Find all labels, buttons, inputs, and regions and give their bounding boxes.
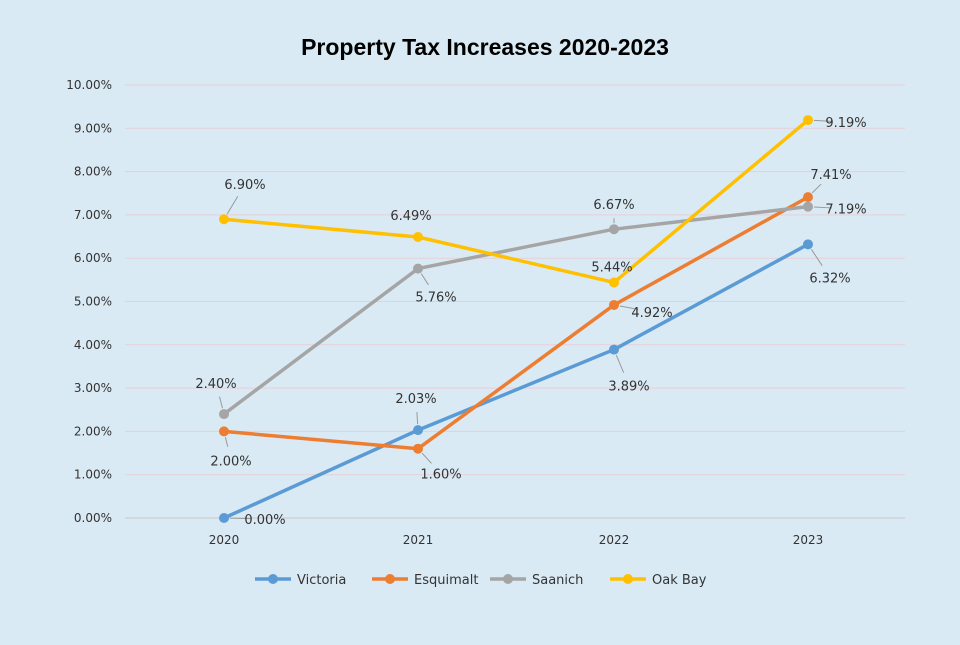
leader-line: [421, 452, 432, 464]
data-point: [413, 263, 423, 274]
data-label: 2.40%: [195, 377, 236, 392]
legend-marker: [385, 574, 395, 584]
legend-marker: [503, 574, 513, 584]
data-point: [803, 192, 813, 203]
leader-line: [219, 396, 223, 409]
y-tick-label: 9.00%: [74, 121, 112, 135]
y-tick-label: 6.00%: [74, 251, 112, 265]
x-tick-label: 2020: [209, 533, 240, 547]
data-point: [219, 214, 229, 225]
leader-line: [813, 119, 833, 122]
data-label: 7.41%: [810, 168, 851, 183]
data-label: 1.60%: [420, 468, 461, 483]
data-point: [803, 239, 813, 250]
data-label: 7.19%: [825, 203, 866, 218]
data-label: 2.00%: [210, 454, 251, 469]
data-point: [609, 224, 619, 235]
leader-line: [420, 273, 429, 286]
data-point: [413, 425, 423, 436]
data-label: 2.03%: [395, 392, 436, 407]
leader-line: [615, 354, 625, 373]
y-tick-label: 2.00%: [74, 424, 112, 438]
data-point: [609, 299, 619, 310]
data-label: 9.19%: [825, 116, 866, 131]
legend-label: Oak Bay: [652, 573, 707, 588]
leader-line: [224, 437, 229, 447]
data-point: [803, 115, 813, 126]
y-tick-label: 3.00%: [74, 381, 112, 395]
data-point: [609, 344, 619, 355]
chart-title: Property Tax Increases 2020-2023: [301, 34, 669, 60]
legend-label: Saanich: [532, 573, 583, 588]
y-tick-label: 7.00%: [74, 208, 112, 222]
data-point: [803, 201, 813, 212]
data-label: 6.67%: [593, 198, 634, 213]
data-label: 5.44%: [591, 260, 632, 275]
x-tick-label: 2023: [793, 533, 824, 547]
legend-marker: [268, 574, 278, 584]
data-label: 6.90%: [224, 178, 265, 193]
data-label: 6.49%: [390, 209, 431, 224]
leader-line: [811, 183, 822, 194]
data-point: [609, 277, 619, 288]
y-tick-label: 4.00%: [74, 338, 112, 352]
series-line-oak-bay: [223, 118, 810, 285]
data-label: 5.76%: [415, 291, 456, 306]
leader-line: [226, 195, 239, 215]
y-tick-label: 0.00%: [74, 511, 112, 525]
y-tick-label: 10.00%: [66, 78, 112, 92]
series-line-saanich: [222, 204, 809, 416]
data-label: 6.32%: [809, 271, 850, 286]
data-point: [219, 426, 229, 437]
data-label: 0.00%: [244, 513, 285, 528]
x-tick-label: 2021: [403, 533, 434, 547]
leader-line: [619, 305, 639, 310]
data-point: [219, 409, 229, 420]
legend-label: Victoria: [297, 573, 346, 588]
series-line-esquimalt: [223, 195, 809, 451]
legend-marker: [623, 574, 633, 584]
series-line-victoria: [223, 242, 809, 520]
leader-line: [416, 412, 419, 425]
data-label: 3.89%: [608, 380, 649, 395]
y-tick-label: 8.00%: [74, 165, 112, 179]
data-point: [219, 513, 229, 523]
data-label: 4.92%: [631, 306, 672, 321]
leader-line: [813, 206, 833, 209]
y-tick-label: 5.00%: [74, 295, 112, 309]
data-point: [413, 443, 423, 454]
data-point: [413, 231, 423, 242]
y-tick-label: 1.00%: [74, 468, 112, 482]
leader-line: [229, 517, 252, 520]
x-tick-label: 2022: [599, 533, 630, 547]
legend-label: Esquimalt: [414, 573, 478, 588]
leader-line: [810, 249, 823, 266]
